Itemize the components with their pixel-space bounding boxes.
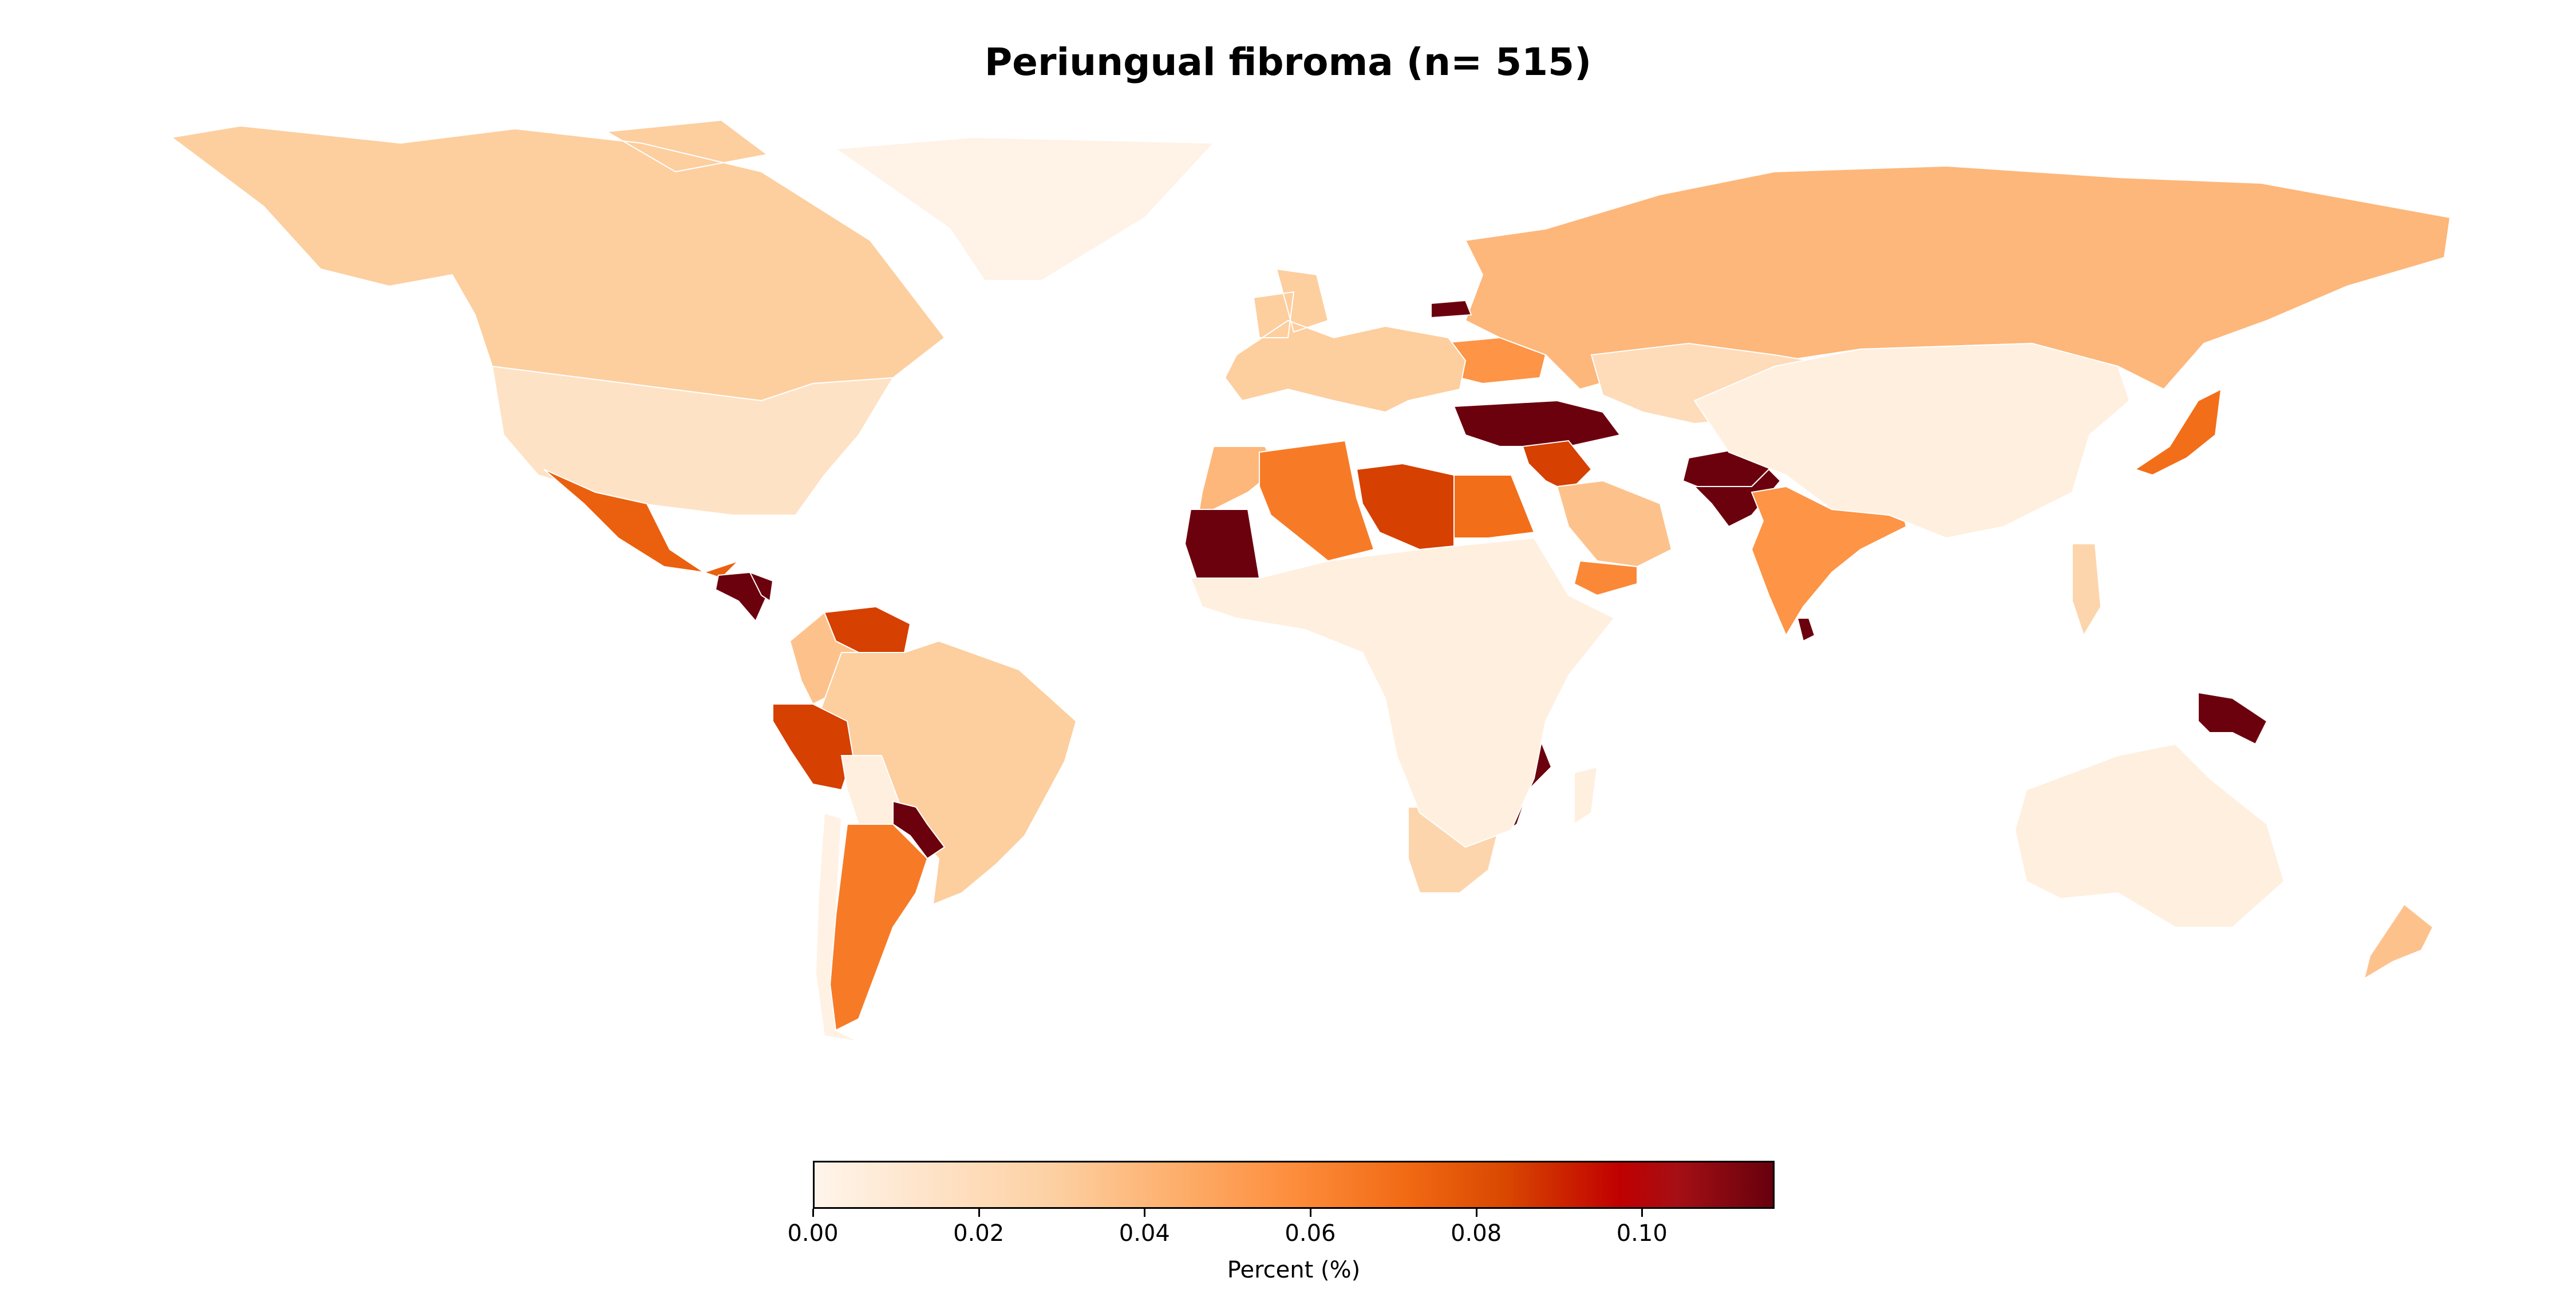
colorbar-tick <box>1475 1209 1477 1217</box>
country-greenland <box>834 136 1215 281</box>
country-peru <box>772 703 854 791</box>
country-sub-saharan-africa <box>1190 537 1615 848</box>
country-united-states <box>491 365 894 516</box>
country-papua-new-guinea <box>2198 691 2268 745</box>
country-algeria <box>1259 440 1375 562</box>
country-egypt <box>1453 474 1535 539</box>
world-map <box>170 119 2450 1042</box>
colorbar-tick-label: 0.04 <box>1119 1220 1170 1247</box>
colorbar-tick-label: 0.10 <box>1616 1220 1668 1247</box>
country-latvia <box>1431 299 1472 319</box>
country-yemen <box>1573 560 1638 596</box>
country-honduras <box>748 571 774 602</box>
country-western-europe <box>1224 268 1467 413</box>
country-canada <box>170 119 946 402</box>
country-mexico <box>543 469 739 579</box>
country-china <box>1693 342 2131 539</box>
colorbar-tick-label: 0.00 <box>787 1220 839 1247</box>
colorbar-label: Percent (%) <box>1227 1257 1361 1283</box>
colorbar-tick <box>812 1209 814 1217</box>
country-japan <box>2134 388 2222 476</box>
colorbar-tick-label: 0.02 <box>953 1220 1005 1247</box>
country-saudi-arabia <box>1556 480 1673 568</box>
country-new-zealand <box>2363 903 2434 980</box>
colorbar-tick <box>1641 1209 1643 1217</box>
country-paraguay <box>892 800 946 860</box>
country-mauritania <box>1184 509 1261 579</box>
country-philippines <box>2072 543 2102 637</box>
country-argentina <box>829 824 929 1031</box>
colorbar <box>813 1161 1775 1209</box>
country-chile <box>815 812 859 1042</box>
chart-title: Periungual fibroma (n= 515) <box>984 40 1592 84</box>
colorbar-tick-label: 0.06 <box>1285 1220 1336 1247</box>
colorbar-tick-label: 0.08 <box>1451 1220 1502 1247</box>
country-australia <box>2014 743 2285 928</box>
country-turkey <box>1453 400 1621 447</box>
colorbar-tick <box>978 1209 980 1217</box>
country-morocco <box>1195 446 1278 528</box>
country-libya <box>1356 462 1455 550</box>
country-sri-lanka <box>1796 618 1816 642</box>
colorbar-tick <box>1309 1209 1311 1217</box>
colorbar-tick <box>1144 1209 1146 1217</box>
